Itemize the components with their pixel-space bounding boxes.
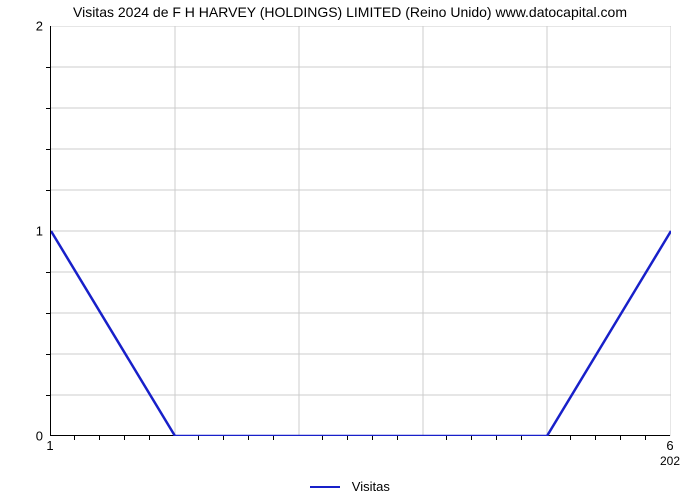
x-minor-tick: [74, 436, 75, 440]
chart-title: Visitas 2024 de F H HARVEY (HOLDINGS) LI…: [0, 4, 700, 20]
series-line: [51, 231, 671, 436]
x-minor-tick: [149, 436, 150, 440]
plot-area: [50, 26, 670, 436]
y-tick-label: 0: [3, 429, 43, 444]
x-minor-tick: [248, 436, 249, 440]
x-minor-tick: [595, 436, 596, 440]
y-minor-tick: [46, 190, 50, 191]
y-minor-tick: [46, 108, 50, 109]
x-minor-tick: [273, 436, 274, 440]
x-minor-tick: [496, 436, 497, 440]
x-tick-label: 6: [666, 438, 673, 453]
x-minor-tick: [99, 436, 100, 440]
y-minor-tick: [46, 395, 50, 396]
x-minor-tick: [124, 436, 125, 440]
x-minor-tick: [372, 436, 373, 440]
x-minor-tick: [322, 436, 323, 440]
x-minor-tick: [446, 436, 447, 440]
x-minor-tick: [620, 436, 621, 440]
chart-container: Visitas 2024 de F H HARVEY (HOLDINGS) LI…: [0, 0, 700, 500]
y-tick-label: 2: [3, 19, 43, 34]
y-minor-tick: [46, 272, 50, 273]
y-tick-label: 1: [3, 224, 43, 239]
y-minor-tick: [46, 354, 50, 355]
x-minor-tick: [198, 436, 199, 440]
x-tick-label: 1: [46, 438, 53, 453]
plot-svg: [51, 26, 671, 436]
x-minor-tick: [223, 436, 224, 440]
legend-label: Visitas: [352, 479, 390, 494]
legend-swatch: [310, 486, 340, 488]
y-minor-tick: [46, 149, 50, 150]
x-minor-tick: [570, 436, 571, 440]
x-minor-tick: [645, 436, 646, 440]
x-minor-tick: [347, 436, 348, 440]
y-minor-tick: [46, 313, 50, 314]
x-minor-tick: [471, 436, 472, 440]
legend: Visitas: [0, 478, 700, 494]
x-minor-tick: [521, 436, 522, 440]
y-minor-tick: [46, 67, 50, 68]
x-sub-label: 202: [660, 454, 680, 468]
x-minor-tick: [397, 436, 398, 440]
